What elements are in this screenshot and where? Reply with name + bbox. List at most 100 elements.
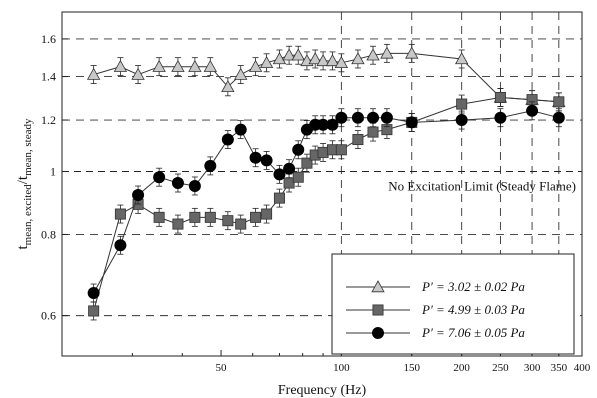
data-point: [316, 54, 330, 67]
data-point: [131, 67, 145, 80]
data-point: [248, 59, 263, 72]
data-point: [188, 179, 201, 192]
data-point: [204, 211, 216, 223]
data-point: [188, 59, 202, 72]
data-point: [456, 98, 468, 110]
data-point: [326, 118, 339, 131]
y-tick-label: 1.6: [41, 32, 56, 46]
data-point: [235, 218, 247, 230]
x-tick-label: 150: [403, 362, 420, 374]
data-point: [261, 208, 273, 220]
legend-marker: [371, 280, 385, 293]
data-point: [259, 55, 274, 69]
x-tick-label: 250: [492, 362, 509, 374]
data-point: [335, 111, 348, 124]
x-tick-label: 300: [524, 362, 541, 374]
data-point: [351, 111, 364, 124]
x-tick-label: 400: [574, 362, 591, 374]
data-point: [171, 59, 185, 72]
data-point: [283, 177, 295, 189]
data-point: [221, 133, 234, 146]
data-point: [114, 239, 127, 252]
legend-marker: [372, 327, 384, 339]
data-point: [272, 52, 287, 65]
data-point: [113, 59, 128, 72]
data-point: [552, 111, 565, 124]
data-point: [352, 134, 364, 146]
y-axis-label-sub2: mean, steady: [22, 118, 34, 176]
data-point: [526, 104, 539, 117]
data-point: [114, 208, 126, 220]
data-point: [153, 211, 165, 223]
data-point: [87, 287, 100, 300]
data-point: [405, 46, 419, 59]
data-point: [325, 54, 340, 67]
series-layer: [86, 43, 566, 321]
data-point: [351, 52, 365, 65]
legend-label: P′ = 7.06 ± 0.05 Pa: [421, 325, 525, 340]
y-tick-label: 0.6: [41, 309, 56, 323]
data-point: [234, 67, 248, 80]
y-axis-label: tmean, excited/tmean, steady: [15, 118, 34, 250]
data-point: [221, 80, 235, 93]
legend-label: P′ = 4.99 ± 0.03 Pa: [421, 302, 525, 317]
data-point: [494, 111, 507, 124]
data-point: [171, 177, 184, 190]
x-tick-label: 50: [216, 362, 228, 374]
data-point: [273, 168, 286, 181]
data-point: [88, 305, 100, 317]
data-point: [189, 211, 201, 223]
data-point: [308, 52, 322, 65]
series-triangle: [86, 43, 566, 112]
y-tick-label: 1.4: [41, 70, 56, 84]
legend-label: P′ = 3.02 ± 0.02 Pa: [421, 279, 525, 294]
data-point: [317, 118, 330, 131]
y-tick-label: 1: [50, 164, 56, 178]
data-point: [153, 171, 166, 184]
x-tick-label: 350: [551, 362, 568, 374]
data-point: [334, 55, 349, 69]
data-point: [301, 157, 313, 169]
data-point: [283, 162, 296, 175]
data-point: [234, 123, 247, 136]
y-axis-label-sub: mean, excited: [22, 184, 34, 246]
x-axis-label: Frequency (Hz): [278, 383, 367, 398]
x-tick-label: 200: [453, 362, 470, 374]
legend-box: [331, 253, 575, 355]
data-point: [203, 59, 217, 72]
data-point: [367, 111, 380, 124]
plot-frame: [61, 11, 583, 357]
data-point: [222, 215, 234, 227]
y-axis-label-main: t: [15, 245, 31, 250]
data-point: [455, 114, 468, 127]
annotation-text: No Excitation Limit (Steady Flame): [388, 178, 576, 193]
data-point: [282, 48, 296, 61]
data-point: [204, 159, 217, 172]
y-axis-label-sep: /t: [15, 175, 31, 184]
data-point: [152, 59, 166, 72]
data-point: [132, 189, 145, 202]
data-point: [366, 48, 380, 61]
data-point: [291, 48, 305, 61]
data-point: [335, 144, 347, 156]
data-point: [292, 143, 305, 156]
data-point: [455, 52, 469, 65]
data-point: [380, 111, 393, 124]
data-point: [380, 46, 394, 59]
data-point: [260, 154, 273, 167]
data-point: [405, 116, 418, 129]
data-point: [86, 67, 101, 80]
series-circle: [87, 101, 565, 303]
data-point: [273, 192, 285, 204]
data-point: [553, 96, 565, 108]
data-point: [172, 218, 184, 230]
data-point: [292, 171, 304, 183]
data-point: [494, 91, 506, 103]
x-tick-label: 100: [333, 362, 350, 374]
y-tick-label: 0.8: [41, 227, 56, 241]
legend-marker: [372, 304, 384, 316]
data-point: [249, 151, 262, 164]
y-tick-label: 1.2: [41, 113, 56, 127]
data-point: [317, 146, 329, 158]
